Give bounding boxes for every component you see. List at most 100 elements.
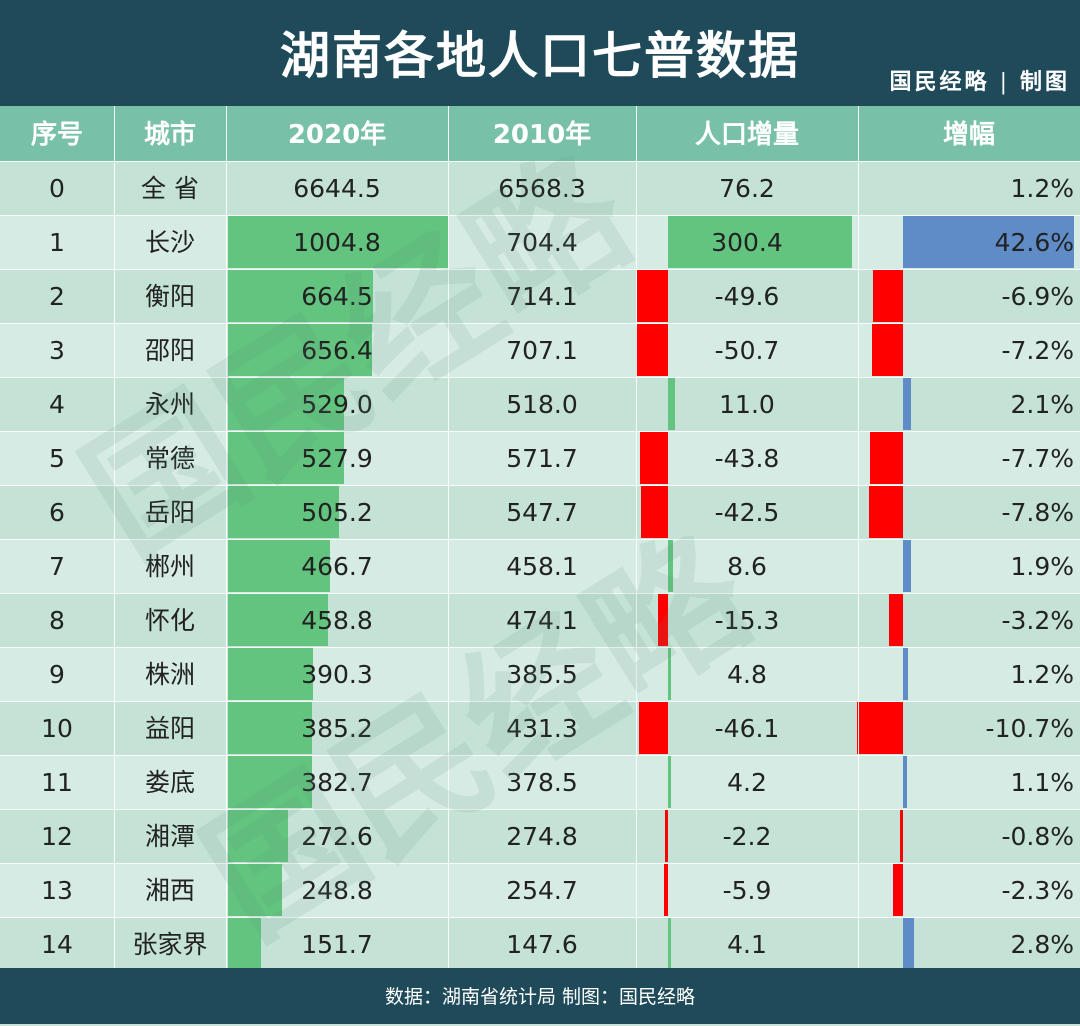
cell-growth: -0.8% xyxy=(1001,822,1074,851)
cell-growth: 1.2% xyxy=(1010,174,1074,203)
cell-rank: 11 xyxy=(41,768,73,797)
grid-vline xyxy=(226,106,227,968)
cell-pop2010: 458.1 xyxy=(506,552,578,581)
bar-growth xyxy=(903,378,911,430)
table-row: 1 长沙 1004.8 704.4 300.4 42.6% xyxy=(0,215,1080,269)
cell-city: 娄底 xyxy=(144,768,195,797)
bar-change xyxy=(665,810,668,862)
grid-vline xyxy=(636,106,637,968)
cell-city: 湘潭 xyxy=(144,822,195,851)
cell-pop2010: 6568.3 xyxy=(498,174,586,203)
cell-growth: -7.2% xyxy=(1001,336,1074,365)
table-row: 2 衡阳 664.5 714.1 -49.6 -6.9% xyxy=(0,269,1080,323)
bar-2020 xyxy=(228,486,339,538)
bar-change xyxy=(658,594,668,646)
bar-2020 xyxy=(228,918,261,970)
bar-2020 xyxy=(228,594,328,646)
grid-hline xyxy=(0,701,1080,702)
cell-rank: 6 xyxy=(49,498,65,527)
cell-pop2010: 378.5 xyxy=(506,768,578,797)
cell-change: -46.1 xyxy=(714,714,780,743)
cell-city: 怀化 xyxy=(144,606,195,635)
grid-hline xyxy=(0,647,1080,648)
cell-change: 11.0 xyxy=(719,390,775,419)
brand-name: 国民经略 xyxy=(889,69,990,95)
cell-rank: 7 xyxy=(49,552,65,581)
bar-2020 xyxy=(228,378,344,430)
table-row: 11 娄底 382.7 378.5 4.2 1.1% xyxy=(0,755,1080,809)
bar-change xyxy=(668,216,852,268)
col-header-city: 城市 xyxy=(143,120,196,150)
cell-change: 76.2 xyxy=(719,174,775,203)
cell-city: 常德 xyxy=(144,444,195,473)
cell-change: -2.2 xyxy=(722,822,772,851)
bar-change xyxy=(668,378,675,430)
cell-growth: -7.7% xyxy=(1001,444,1074,473)
cell-growth: -3.2% xyxy=(1001,606,1074,635)
table-row: 5 常德 527.9 571.7 -43.8 -7.7% xyxy=(0,431,1080,485)
table-row: 13 湘西 248.8 254.7 -5.9 -2.3% xyxy=(0,863,1080,917)
cell-pop2020: 385.2 xyxy=(301,714,373,743)
table-row: 3 邵阳 656.4 707.1 -50.7 -7.2% xyxy=(0,323,1080,377)
cell-growth: 2.8% xyxy=(1010,930,1074,959)
cell-rank: 1 xyxy=(49,228,65,257)
grid-hline xyxy=(0,539,1080,540)
grid-vline xyxy=(448,106,449,968)
cell-pop2020: 151.7 xyxy=(301,930,373,959)
cell-growth: 42.6% xyxy=(994,228,1074,257)
bar-growth xyxy=(903,540,911,592)
cell-growth: 1.9% xyxy=(1010,552,1074,581)
cell-pop2020: 656.4 xyxy=(301,336,373,365)
bar-change xyxy=(664,864,668,916)
bar-change xyxy=(668,540,673,592)
cell-pop2020: 505.2 xyxy=(301,498,373,527)
cell-pop2020: 664.5 xyxy=(301,282,373,311)
table-row: 8 怀化 458.8 474.1 -15.3 -3.2% xyxy=(0,593,1080,647)
cell-rank: 5 xyxy=(49,444,65,473)
cell-rank: 4 xyxy=(49,390,65,419)
cell-change: -50.7 xyxy=(714,336,780,365)
bar-growth xyxy=(900,810,903,862)
cell-rank: 2 xyxy=(49,282,65,311)
cell-pop2010: 547.7 xyxy=(506,498,578,527)
cell-pop2010: 254.7 xyxy=(506,876,578,905)
cell-pop2020: 466.7 xyxy=(301,552,373,581)
grid-hline xyxy=(0,809,1080,810)
cell-change: 4.2 xyxy=(727,768,767,797)
grid-hline xyxy=(0,377,1080,378)
cell-pop2010: 571.7 xyxy=(506,444,578,473)
bar-growth xyxy=(869,486,903,538)
cell-rank: 9 xyxy=(49,660,65,689)
brand-separator: | xyxy=(999,70,1010,95)
grid-vline xyxy=(114,106,115,968)
bar-growth xyxy=(872,324,903,376)
bar-change xyxy=(639,702,668,754)
table-row: 14 张家界 151.7 147.6 4.1 2.8% xyxy=(0,917,1080,971)
cell-pop2020: 527.9 xyxy=(301,444,373,473)
table-row: 4 永州 529.0 518.0 11.0 2.1% xyxy=(0,377,1080,431)
grid-hline xyxy=(0,593,1080,594)
bar-2020 xyxy=(228,810,288,862)
grid-hline xyxy=(0,431,1080,432)
cell-city: 永州 xyxy=(144,390,195,419)
cell-rank: 8 xyxy=(49,606,65,635)
bar-change xyxy=(668,756,671,808)
cell-pop2010: 707.1 xyxy=(506,336,578,365)
brand-suffix: 制图 xyxy=(1019,69,1070,95)
grid-hline xyxy=(0,755,1080,756)
bar-2020 xyxy=(228,756,312,808)
cell-growth: -2.3% xyxy=(1001,876,1074,905)
cell-pop2020: 458.8 xyxy=(301,606,373,635)
grid-hline xyxy=(0,863,1080,864)
header-bar xyxy=(0,0,1080,106)
footer-source: 数据：湖南省统计局 制图：国民经略 xyxy=(0,968,1080,1024)
bar-2020 xyxy=(228,540,330,592)
bar-2020 xyxy=(228,702,312,754)
cell-change: -49.6 xyxy=(714,282,780,311)
cell-pop2010: 431.3 xyxy=(506,714,578,743)
table-row: 10 益阳 385.2 431.3 -46.1 -10.7% xyxy=(0,701,1080,755)
grid-hline xyxy=(0,917,1080,918)
bar-growth xyxy=(857,702,903,754)
cell-growth: -7.8% xyxy=(1001,498,1074,527)
bar-growth xyxy=(903,648,908,700)
